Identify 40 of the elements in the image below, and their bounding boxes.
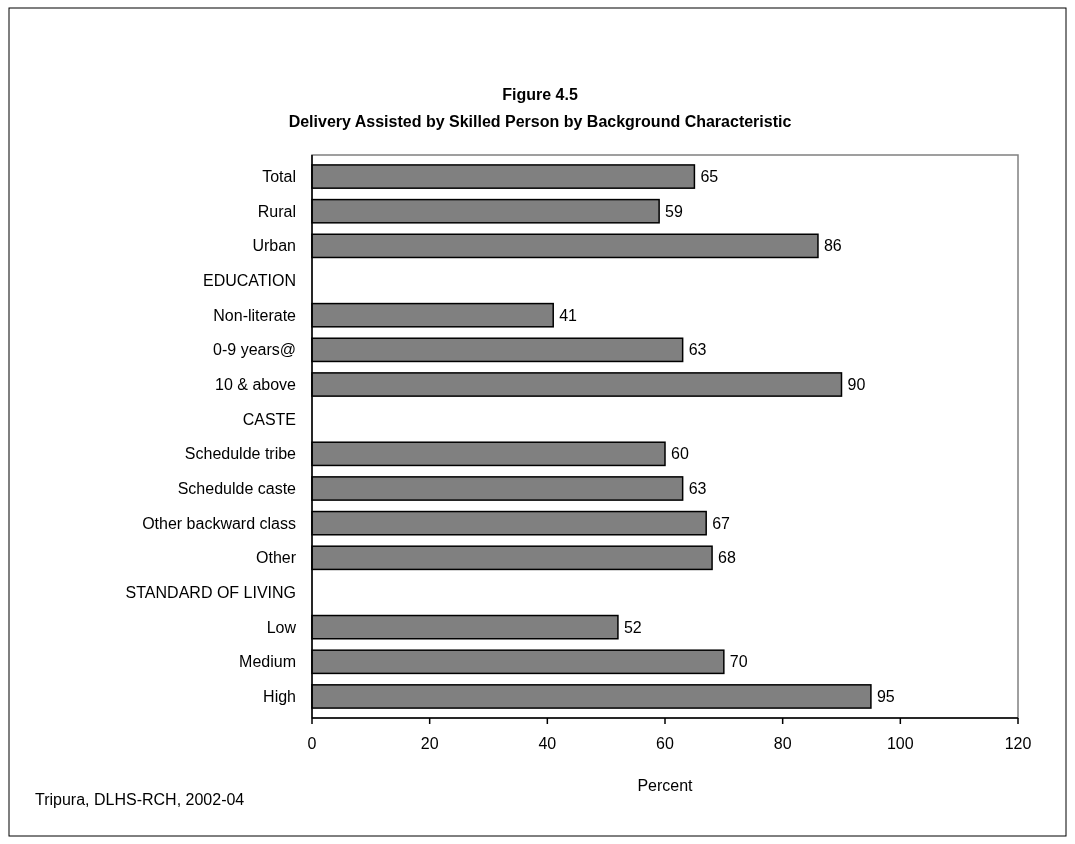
data-label: 60 [671,445,689,463]
data-label: 70 [729,653,748,671]
x-tick-label: 100 [886,735,914,752]
y-tick-label: Medium [239,653,296,671]
data-label: 95 [876,688,895,706]
y-tick-label: Low [266,618,297,636]
data-label: 59 [665,202,684,220]
data-label: 90 [847,376,866,394]
y-tick-label: 0-9 years@ [213,341,296,359]
data-label: 65 [700,168,719,186]
text: Tripura, DLHS-RCH, 2002-04 [35,791,245,808]
x-tick-label: 80 [773,735,792,752]
y-tick-label: EDUCATION [202,272,296,290]
y-tick-label: Total [262,168,296,186]
data-label: 52 [623,618,642,636]
chart-subtitle: Delivery Assisted by Skilled Person by Background Characteristic [288,113,792,130]
y-tick-label: Schedulde tribe [184,445,297,463]
y-tick-label: High [263,688,296,706]
chart-title: Figure 4.5 [502,86,578,103]
y-tick-label: 10 & above [215,376,297,394]
x-tick-label: 40 [538,735,557,752]
y-tick-label: CASTE [242,410,296,428]
y-tick-label: Non-literate [213,306,297,324]
x-tick-label: 20 [420,735,439,752]
data-label: 68 [718,549,736,567]
y-tick-label: Rural [257,202,296,220]
x-tick-label: 60 [656,735,674,752]
data-label: 63 [688,480,707,498]
y-tick-label: Schedulde caste [177,480,297,498]
y-tick-label: Other [255,549,297,567]
y-tick-label: Urban [252,237,296,255]
x-tick-label: 120 [1004,735,1032,752]
y-tick-label: Other backward class [142,514,296,532]
data-label: 41 [559,306,578,324]
data-label: 86 [823,237,842,255]
x-axis-title: Percent [637,777,694,794]
data-label: 67 [712,514,731,532]
data-label: 63 [688,341,707,359]
x-tick-label: 0 [307,735,317,752]
y-tick-label: STANDARD OF LIVING [125,584,296,602]
